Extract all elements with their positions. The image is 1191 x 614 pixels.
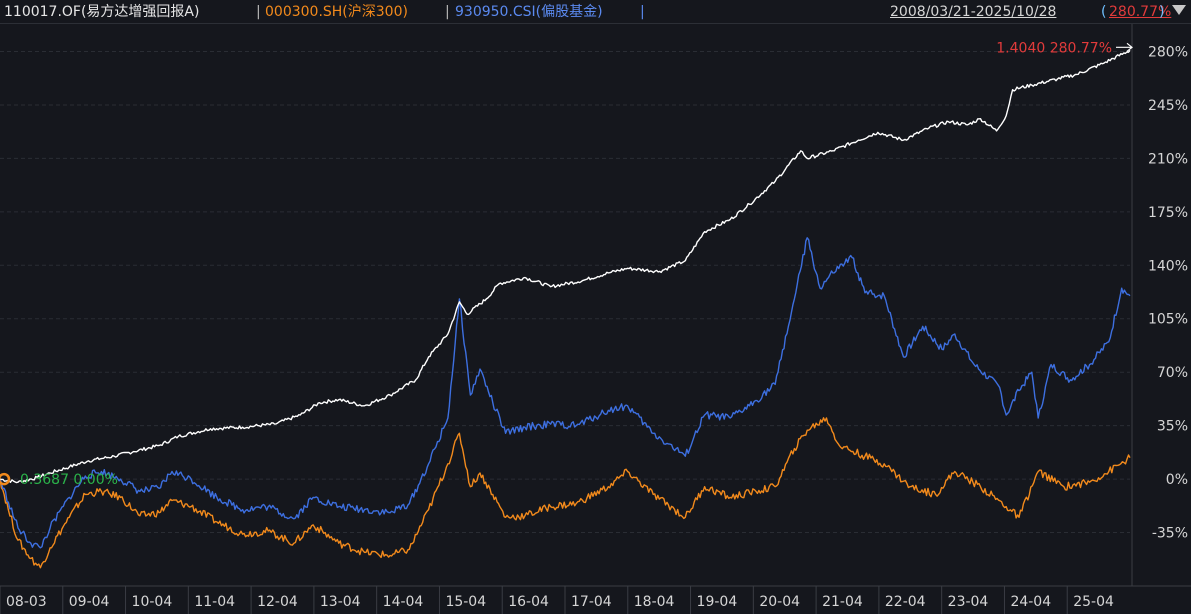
grid-lines	[0, 24, 1191, 587]
x-tick-label: 11-04	[194, 594, 235, 610]
x-tick-label: 10-04	[132, 594, 173, 610]
y-tick-label: 245%	[1148, 98, 1188, 114]
y-tick-label: 0%	[1166, 472, 1188, 488]
x-tick-label: 09-04	[69, 594, 110, 610]
x-tick-label: 15-04	[445, 594, 486, 610]
x-tick-label: 19-04	[697, 594, 738, 610]
x-tick-label: 24-04	[1010, 594, 1051, 610]
x-tick-label: 20-04	[759, 594, 800, 610]
end-marker	[1116, 42, 1133, 52]
y-tick-label: 140%	[1148, 258, 1188, 274]
chart-header: 110017.OF(易方达增强回报A) | 000300.SH(沪深300) |…	[0, 0, 1191, 24]
series-line	[0, 417, 1131, 569]
series-layer	[0, 49, 1131, 569]
x-tick-label: 08-03	[6, 594, 47, 610]
legend-separator: |	[256, 4, 261, 20]
x-tick-label: 25-04	[1073, 594, 1114, 610]
triangle-down-icon[interactable]	[1170, 3, 1188, 21]
y-tick-label: 175%	[1148, 205, 1188, 221]
legend-index[interactable]: 000300.SH(沪深300)	[265, 4, 408, 20]
legend-separator: |	[445, 4, 450, 20]
legend-fund[interactable]: 110017.OF(易方达增强回报A)	[4, 4, 200, 20]
y-tick-label: 35%	[1157, 419, 1188, 435]
start-value-label: 0.3687 0.00%	[20, 472, 118, 488]
x-tick-label: 14-04	[383, 594, 424, 610]
y-tick-label: -35%	[1152, 526, 1188, 542]
paren-open: (	[1101, 4, 1107, 20]
x-axis: 08-03 09-04 10-04 11-04 12-04 13-04 14-04 15-04…	[0, 586, 1114, 614]
x-tick-label: 16-04	[508, 594, 549, 610]
x-tick-label: 18-04	[634, 594, 675, 610]
return-percent: 280.77%	[1109, 4, 1172, 20]
x-tick-label: 13-04	[320, 594, 361, 610]
legend-separator: |	[640, 4, 645, 20]
date-range[interactable]: 2008/03/21-2025/10/28	[890, 4, 1057, 20]
x-tick-label: 21-04	[822, 594, 863, 610]
x-tick-label: 12-04	[257, 594, 298, 610]
legend-bench[interactable]: 930950.CSI(偏股基金)	[455, 4, 603, 20]
x-tick-label: 17-04	[571, 594, 612, 610]
y-axis: 280% 245% 210% 175% 140% 105% 70% 35% 0% -35%	[1148, 44, 1188, 541]
y-tick-label: 105%	[1148, 312, 1188, 328]
start-marker	[0, 472, 11, 486]
y-tick-label: 70%	[1157, 365, 1188, 381]
marks-layer: 1.4040 280.77% 0.3687 0.00%	[0, 40, 1133, 488]
x-tick-label: 22-04	[885, 594, 926, 610]
y-tick-label: 210%	[1148, 151, 1188, 167]
series-line	[0, 237, 1131, 549]
y-tick-label: 280%	[1148, 44, 1188, 60]
series-line	[0, 49, 1131, 484]
end-value-label: 1.4040 280.77%	[996, 40, 1112, 56]
x-tick-label: 23-04	[948, 594, 989, 610]
paren-close: )	[1159, 4, 1165, 20]
